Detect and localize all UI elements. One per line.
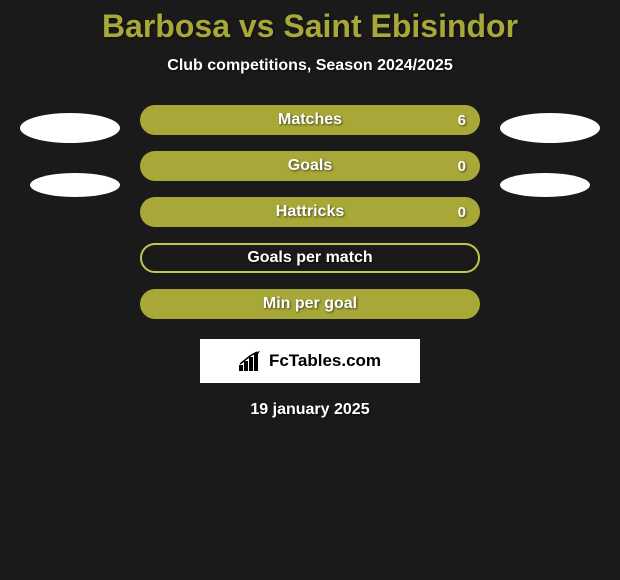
logo-text: FcTables.com [269, 351, 381, 371]
comparison-title: Barbosa vs Saint Ebisindor [0, 8, 620, 45]
player-marker-left-1 [20, 113, 120, 143]
stat-bar-goals-per-match: Goals per match [140, 243, 480, 273]
left-player-markers [20, 105, 120, 197]
stat-value: 0 [458, 158, 466, 175]
stat-label: Min per goal [263, 295, 357, 313]
fctables-logo[interactable]: FcTables.com [200, 339, 420, 383]
stat-bar-goals: Goals 0 [140, 151, 480, 181]
stat-bar-matches: Matches 6 [140, 105, 480, 135]
stat-label: Goals per match [247, 249, 372, 267]
stat-label: Hattricks [276, 203, 344, 221]
stats-area: Matches 6 Goals 0 Hattricks 0 Goals per … [0, 105, 620, 319]
player-marker-right-2 [500, 173, 590, 197]
player-marker-right-1 [500, 113, 600, 143]
stat-label: Matches [278, 111, 342, 129]
player-marker-left-2 [30, 173, 120, 197]
stat-label: Goals [288, 157, 332, 175]
stat-value: 0 [458, 204, 466, 221]
right-player-markers [500, 105, 600, 197]
stat-value: 6 [458, 112, 466, 129]
snapshot-date: 19 january 2025 [0, 401, 620, 419]
chart-icon [239, 351, 263, 371]
stat-bars-container: Matches 6 Goals 0 Hattricks 0 Goals per … [140, 105, 480, 319]
season-subtitle: Club competitions, Season 2024/2025 [0, 57, 620, 75]
stat-bar-min-per-goal: Min per goal [140, 289, 480, 319]
stat-bar-hattricks: Hattricks 0 [140, 197, 480, 227]
